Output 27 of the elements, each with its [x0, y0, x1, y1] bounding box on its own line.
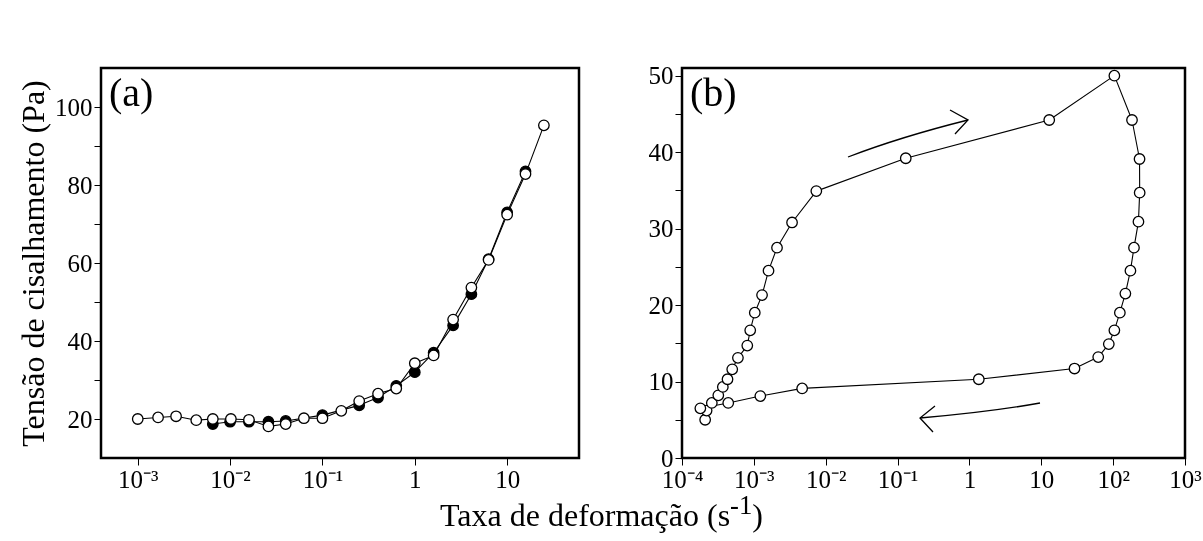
y-tick-label: 20 [648, 291, 674, 319]
annotation: (a) [109, 70, 154, 115]
x-tick-label: 1 [409, 465, 422, 493]
x-tick-label: 10 [495, 465, 521, 493]
y-tick-label: 20 [67, 405, 93, 433]
y-tick-label: 80 [67, 171, 93, 199]
x-tick-label: 10 [1029, 465, 1055, 493]
y-tick-label: 40 [67, 327, 93, 355]
x-tick-label: 10³ [1169, 465, 1203, 493]
x-tick-label: 1 [963, 465, 977, 493]
y-tick-label: 100 [55, 93, 93, 121]
y-tick-label: 40 [648, 138, 674, 166]
y-tick-label: 0 [661, 444, 674, 472]
y-axis-title: Tensão de cisalhamento (Pa) [15, 80, 51, 447]
x-tick-label: 10⁻¹ [877, 465, 919, 493]
y-tick-label: 60 [67, 249, 93, 277]
x-tick-label: 10⁻² [805, 465, 847, 493]
x-tick-label: 10⁻² [210, 465, 251, 493]
x-axis-title: Taxa de deformação (s$^{-1}$) [440, 490, 763, 533]
y-tick-label: 10 [648, 368, 674, 396]
y-tick-label: 50 [648, 62, 674, 90]
annotation: (b) [690, 70, 737, 115]
x-tick-label: 10⁻³ [118, 465, 159, 493]
x-tick-label: 10⁻³ [734, 465, 776, 493]
x-tick-label: 10² [1097, 465, 1130, 493]
y-tick-label: 30 [648, 215, 674, 243]
x-tick-label: 10⁻¹ [302, 465, 344, 493]
